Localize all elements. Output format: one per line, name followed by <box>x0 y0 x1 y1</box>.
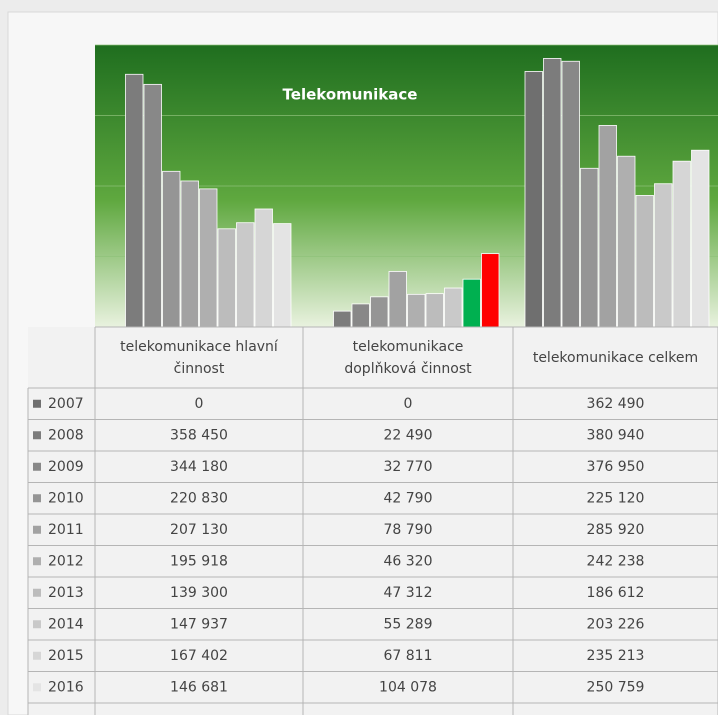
bar <box>598 125 617 328</box>
table-value: 32 770 <box>384 459 433 475</box>
chart-title: Telekomunikace <box>283 86 418 104</box>
bar <box>444 287 463 328</box>
table-value: 242 238 <box>587 553 645 569</box>
bar <box>580 167 599 328</box>
table-value: 376 950 <box>587 459 645 475</box>
table-value: 139 300 <box>170 585 228 601</box>
legend-key <box>33 557 41 566</box>
bar <box>162 170 181 328</box>
legend-key <box>33 683 41 692</box>
legend-label: 2012 <box>48 553 84 569</box>
bar <box>672 160 691 328</box>
bar <box>217 228 236 328</box>
bar <box>654 183 673 328</box>
column-header-box: telekomunikace doplňková činnost <box>303 327 513 388</box>
bar <box>617 155 636 328</box>
bar <box>370 296 389 328</box>
legend-key <box>33 620 41 629</box>
table-value: 225 120 <box>587 490 645 506</box>
table-value: 0 <box>404 396 413 412</box>
bar <box>199 188 218 328</box>
column-header: telekomunikace doplňková činnost <box>303 327 513 388</box>
legend-key <box>33 431 41 440</box>
table-value: 203 226 <box>587 616 645 632</box>
column-header-box: telekomunikace celkem <box>513 327 718 388</box>
legend-label: 2011 <box>48 522 84 538</box>
column-header-text: telekomunikace doplňková činnost <box>344 338 472 377</box>
table-value: 78 790 <box>384 522 433 538</box>
bar <box>180 180 199 328</box>
bar <box>691 149 710 328</box>
table-value: 250 759 <box>587 679 645 695</box>
column-header: telekomunikace hlavní činnost <box>95 327 303 388</box>
legend-key <box>33 462 41 471</box>
table-value: 344 180 <box>170 459 228 475</box>
table-value: 22 490 <box>384 427 433 443</box>
bar <box>635 195 654 328</box>
table-value: 207 130 <box>170 522 228 538</box>
table-value: 0 <box>195 396 204 412</box>
bar <box>333 310 352 328</box>
table-value: 358 450 <box>170 427 228 443</box>
table-value: 47 312 <box>384 585 433 601</box>
table-value: 146 681 <box>170 679 228 695</box>
table-value: 186 612 <box>587 585 645 601</box>
legend-label: 2015 <box>48 648 84 664</box>
legend-label: 2010 <box>48 490 84 506</box>
bar <box>481 253 500 328</box>
table-value: 46 320 <box>384 553 433 569</box>
bar <box>524 71 543 328</box>
table-value: 380 940 <box>587 427 645 443</box>
table-value: 220 830 <box>170 490 228 506</box>
legend-label: 2009 <box>48 459 84 475</box>
legend-key <box>33 525 41 534</box>
legend-key <box>33 651 41 660</box>
bar <box>543 58 562 328</box>
legend-label: 2016 <box>48 679 84 695</box>
bar <box>143 83 162 328</box>
legend-label: 2013 <box>48 585 84 601</box>
bar <box>561 60 580 328</box>
bar <box>125 73 144 328</box>
bar <box>236 222 255 328</box>
legend-key <box>33 494 41 503</box>
bar <box>254 208 273 328</box>
table-value: 147 937 <box>170 616 228 632</box>
table-value: 42 790 <box>384 490 433 506</box>
bar <box>351 303 370 328</box>
legend-key <box>33 588 41 597</box>
table-value: 167 402 <box>170 648 228 664</box>
legend-label: 2008 <box>48 427 84 443</box>
legend-label: 2007 <box>48 396 84 412</box>
legend-label: 2014 <box>48 616 84 632</box>
bar <box>462 278 481 328</box>
table-value: 195 918 <box>170 553 228 569</box>
legend-key <box>33 399 41 408</box>
bar <box>388 271 407 328</box>
table-value: 362 490 <box>587 396 645 412</box>
bar <box>273 223 292 328</box>
column-header-text: telekomunikace celkem <box>532 349 699 366</box>
table-value: 55 289 <box>384 616 433 632</box>
table-value: 104 078 <box>379 679 437 695</box>
column-header-box: telekomunikace hlavní činnost <box>95 327 303 388</box>
column-header-text: telekomunikace hlavní činnost <box>120 338 278 377</box>
column-header: telekomunikace celkem <box>513 327 718 388</box>
bar <box>425 293 444 328</box>
table-value: 285 920 <box>587 522 645 538</box>
bar <box>407 293 426 328</box>
data-table <box>28 327 718 715</box>
table-value: 67 811 <box>384 648 433 664</box>
table-value: 235 213 <box>587 648 645 664</box>
